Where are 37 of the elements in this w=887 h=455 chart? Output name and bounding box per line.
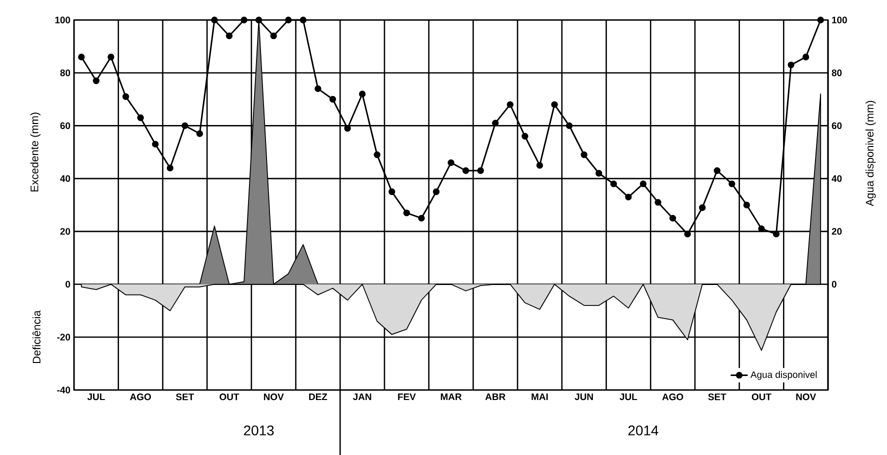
x-tick-label: SET <box>176 394 194 400</box>
x-tick-label: NOV <box>796 394 816 400</box>
x-tick-label: OUT <box>220 394 240 400</box>
y-tick-label: -40 <box>57 386 70 394</box>
y-tick-label: -20 <box>57 334 70 340</box>
y-tick-label: 0 <box>66 280 70 288</box>
x-tick-label: JUN <box>574 394 593 400</box>
x-tick-label: OUT <box>752 394 772 400</box>
y-tick-label: 20 <box>60 228 70 235</box>
y2-tick-label: 40 <box>832 175 842 182</box>
legend-label: Agua disponivel <box>750 371 817 380</box>
y2-tick-label: 80 <box>832 69 842 76</box>
x-tick-label: JAN <box>352 394 372 400</box>
x-tick-label: AGO <box>662 394 684 400</box>
y-tick-label: 60 <box>60 122 70 130</box>
y2-tick-label: 60 <box>832 122 842 130</box>
text: Deficiência <box>32 310 40 364</box>
y2-tick-label: 20 <box>832 228 842 235</box>
x-tick-label: NOV <box>264 394 284 400</box>
y2-axis-title: Agua disponivel (mm) <box>866 100 876 206</box>
y-tick-label: 100 <box>55 16 70 24</box>
y-tick-label: 80 <box>60 69 70 76</box>
text: 2013 <box>244 425 274 436</box>
y2-tick-label: 100 <box>832 16 847 24</box>
x-tick-label: JUL <box>620 394 638 400</box>
y2-tick-label: 0 <box>832 280 836 288</box>
x-tick-label: DEZ <box>309 394 328 400</box>
x-tick-label: SET <box>708 394 726 400</box>
x-tick-label: MAI <box>532 394 548 400</box>
y-tick-label: 40 <box>60 175 70 182</box>
x-tick-label: AGO <box>130 394 151 400</box>
x-tick-label: JUL <box>87 394 105 400</box>
x-tick-label: MAR <box>440 394 462 400</box>
x-tick-label: ABR <box>485 394 506 400</box>
x-tick-label: FEV <box>398 394 416 400</box>
y-axis-title: Excedente (mm) <box>30 112 40 192</box>
text: 2014 <box>628 425 658 436</box>
